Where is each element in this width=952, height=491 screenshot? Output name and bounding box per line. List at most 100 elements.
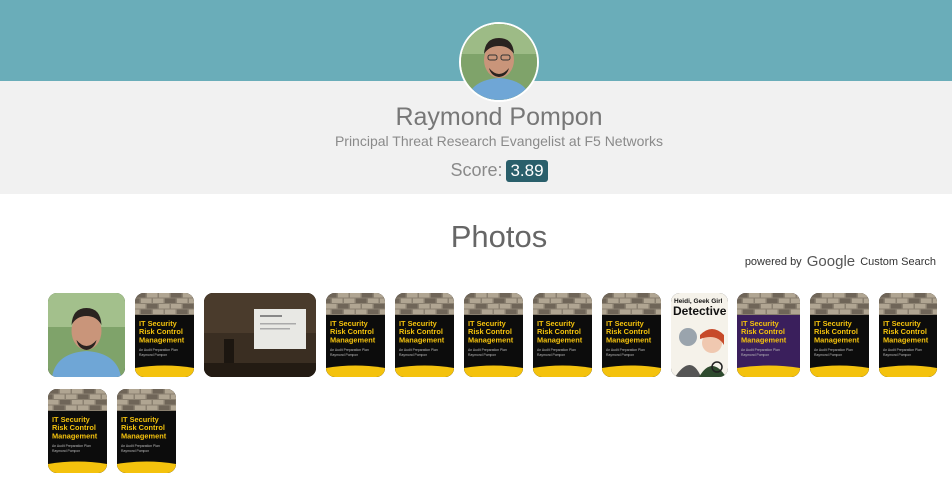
book-yellow-band — [464, 365, 523, 377]
book-author: Raymond Pompon — [468, 353, 496, 357]
book-yellow-band — [602, 365, 661, 377]
face — [71, 312, 102, 350]
book-subtitle: An Audit Preparation Plan — [606, 348, 645, 352]
book-subtitle: An Audit Preparation Plan — [139, 348, 178, 352]
book-title-line: IT Security — [537, 319, 576, 328]
book-yellow-band — [135, 365, 194, 377]
score-label: Score: — [450, 160, 503, 180]
book-title-line: Management — [139, 335, 185, 344]
book-title-line: Management — [537, 335, 583, 344]
book-title-line: Risk Control — [883, 327, 927, 336]
book-subtitle: An Audit Preparation Plan — [399, 348, 438, 352]
speaker — [224, 339, 234, 365]
book-title-line: IT Security — [741, 319, 780, 328]
photo-thumbnail-4[interactable]: IT Security Risk Control Management An Audi… — [326, 293, 385, 377]
book-author: Raymond Pompon — [537, 353, 565, 357]
photo-thumbnail-7[interactable]: IT Security Risk Control Management An Audi… — [533, 293, 592, 377]
comic-title-main: Detective — [673, 304, 727, 318]
book-title-line: Management — [741, 335, 787, 344]
book-yellow-band — [810, 365, 869, 377]
book-author: Raymond Pompon — [399, 353, 427, 357]
book-subtitle: An Audit Preparation Plan — [121, 444, 160, 448]
book-author: Raymond Pompon — [52, 449, 80, 453]
profile-title: Principal Threat Research Evangelist at … — [334, 133, 664, 149]
book-subtitle: An Audit Preparation Plan — [814, 348, 853, 352]
photo-thumbnail-12[interactable]: IT Security Risk Control Management An Audi… — [879, 293, 937, 377]
hair — [71, 308, 102, 325]
book-author: Raymond Pompon — [139, 353, 167, 357]
beard — [76, 340, 97, 350]
photo-thumbnail-8[interactable]: IT Security Risk Control Management An Audi… — [602, 293, 661, 377]
google-logo-text: Google — [806, 253, 856, 270]
book-subtitle: An Audit Preparation Plan — [52, 444, 91, 448]
powered-by-google[interactable]: powered by Google Custom Search — [745, 254, 936, 270]
book-title-line: Risk Control — [606, 327, 650, 336]
book-author: Raymond Pompon — [883, 353, 911, 357]
book-subtitle: An Audit Preparation Plan — [537, 348, 576, 352]
book-subtitle: An Audit Preparation Plan — [330, 348, 369, 352]
photo-thumbnail-13[interactable]: IT Security Risk Control Management An Audi… — [48, 389, 107, 473]
photo-image — [48, 293, 125, 377]
book-subtitle: An Audit Preparation Plan — [883, 348, 922, 352]
book-author: Raymond Pompon — [121, 449, 149, 453]
book-title-line: IT Security — [121, 415, 160, 424]
photo-thumbnail-2[interactable]: IT Security Risk Control Management An Audi… — [135, 293, 194, 377]
book-yellow-band — [117, 461, 176, 473]
photo-thumbnail-5[interactable]: IT Security Risk Control Management An Audi… — [395, 293, 454, 377]
photo-image — [204, 293, 316, 377]
book-title-line: Management — [468, 335, 514, 344]
score-row: Score: 3.89 — [0, 158, 952, 182]
photo-thumbnail-14[interactable]: IT Security Risk Control Management An Audi… — [117, 389, 176, 473]
book-title-line: Risk Control — [139, 327, 183, 336]
photo-thumbnail-1[interactable] — [48, 293, 125, 377]
book-title-line: IT Security — [814, 319, 853, 328]
book-title-line: Management — [330, 335, 376, 344]
book-subtitle: An Audit Preparation Plan — [741, 348, 780, 352]
photo-thumbnail-11[interactable]: IT Security Risk Control Management An Audi… — [810, 293, 869, 377]
avatar-photo — [461, 24, 537, 100]
profile-panel — [0, 81, 952, 194]
score-badge: 3.89 — [506, 160, 548, 182]
comic-title-top: Heidi, Geek Girl — [674, 298, 723, 305]
book-yellow-band — [326, 365, 385, 377]
book-title-line: IT Security — [330, 319, 369, 328]
book-author: Raymond Pompon — [741, 353, 769, 357]
photo-thumbnail-10[interactable]: IT Security Risk Control Management An Audi… — [737, 293, 800, 377]
book-title-line: IT Security — [606, 319, 645, 328]
book-title-line: Management — [814, 335, 860, 344]
book-yellow-band — [395, 365, 454, 377]
book-title-line: Risk Control — [814, 327, 858, 336]
book-title-line: Risk Control — [121, 423, 165, 432]
profile-avatar — [459, 22, 539, 102]
book-title-line: Risk Control — [52, 423, 96, 432]
book-title-line: IT Security — [883, 319, 922, 328]
book-yellow-band — [533, 365, 592, 377]
book-title-line: IT Security — [468, 319, 507, 328]
book-title-line: Risk Control — [399, 327, 443, 336]
book-title-line: IT Security — [399, 319, 438, 328]
book-author: Raymond Pompon — [606, 353, 634, 357]
book-title-line: Management — [52, 431, 98, 440]
book-title-line: Risk Control — [468, 327, 512, 336]
photo-thumbnail-3[interactable] — [204, 293, 316, 377]
book-author: Raymond Pompon — [814, 353, 842, 357]
book-title-line: IT Security — [139, 319, 178, 328]
photo-thumbnail-9[interactable]: Heidi, Geek Girl Detective — [671, 293, 728, 377]
book-title-line: Risk Control — [330, 327, 374, 336]
book-yellow-band — [879, 365, 937, 377]
book-yellow-band — [48, 461, 107, 473]
photo-thumbnail-6[interactable]: IT Security Risk Control Management An Audi… — [464, 293, 523, 377]
book-title-line: Management — [606, 335, 652, 344]
